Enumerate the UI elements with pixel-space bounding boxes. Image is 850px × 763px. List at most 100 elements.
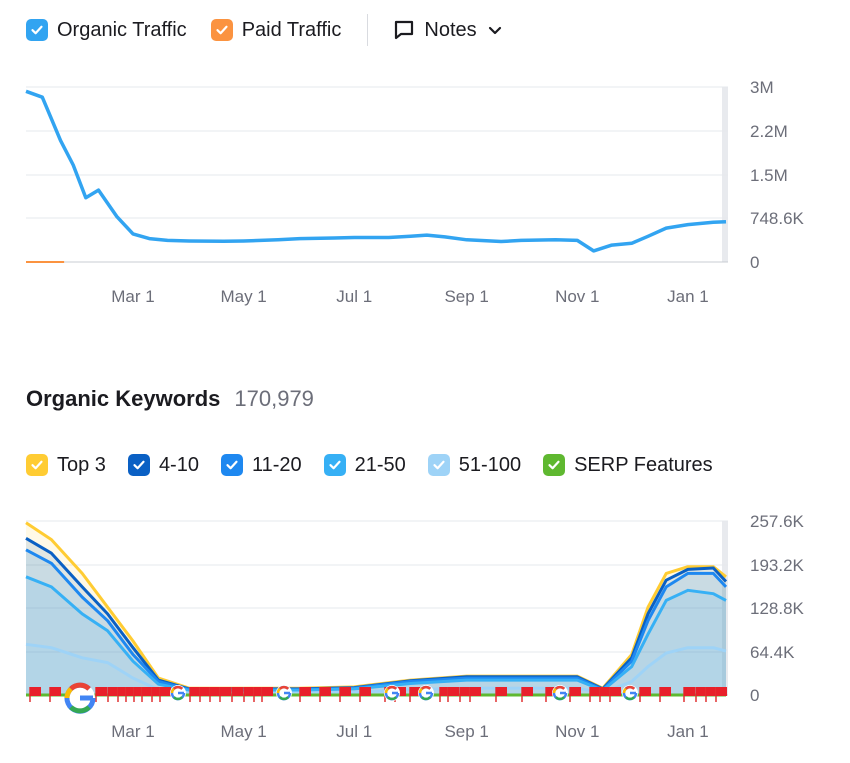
event-flag-icon[interactable]: [107, 687, 119, 702]
legend-item-51-100[interactable]: 51-100: [427, 453, 522, 477]
google-update-icon[interactable]: [384, 685, 400, 701]
event-flag-icon[interactable]: [469, 687, 481, 702]
event-flag-icon[interactable]: [447, 687, 459, 702]
y-tick-label: 128.8K: [750, 599, 805, 618]
legend-label: 51-100: [458, 453, 522, 476]
event-flag-icon[interactable]: [339, 687, 351, 702]
event-flag-icon[interactable]: [261, 687, 273, 702]
legend-label: 11-20: [251, 453, 302, 476]
x-tick-label: Mar 1: [111, 722, 154, 741]
checkbox-checked-icon[interactable]: [220, 454, 243, 476]
y-tick-label: 0: [750, 686, 759, 705]
event-flag-icon[interactable]: [715, 687, 727, 702]
checkbox-checked-icon[interactable]: [210, 19, 233, 41]
event-flag-icon[interactable]: [589, 687, 601, 702]
legend-label: Top 3: [57, 453, 106, 476]
event-flag-icon[interactable]: [459, 687, 471, 702]
event-flag-icon[interactable]: [599, 687, 611, 702]
area-21-50: [26, 576, 726, 695]
event-flag-icon[interactable]: [209, 687, 221, 702]
event-flag-icon[interactable]: [231, 687, 243, 702]
x-tick-label: Nov 1: [555, 722, 599, 741]
event-flag-icon[interactable]: [141, 687, 153, 702]
google-update-icon[interactable]: [622, 685, 638, 701]
event-flag-icon[interactable]: [243, 687, 255, 702]
event-flag-icon[interactable]: [495, 687, 507, 702]
event-flag-icon[interactable]: [199, 687, 211, 702]
event-flag-icon[interactable]: [569, 687, 581, 702]
x-tick-label: Sep 1: [444, 287, 488, 306]
checkbox-checked-icon[interactable]: [427, 454, 450, 476]
paid-traffic-label: Paid Traffic: [241, 18, 342, 41]
checkbox-checked-icon[interactable]: [543, 454, 566, 476]
legend-label: 4-10: [158, 453, 199, 476]
chevron-down-icon: [488, 26, 501, 35]
legend-item-top-3[interactable]: Top 3: [26, 454, 106, 477]
area-4-10: [26, 538, 726, 695]
event-flag-icon[interactable]: [189, 687, 201, 702]
organic-keywords-chart: 257.6K 193.2K 128.8K 64.4K 0 Mar 1 May 1 Jul 1 S…: [25, 512, 805, 741]
google-update-icon[interactable]: [418, 685, 434, 701]
y-tick-label: 0: [750, 253, 759, 272]
y-tick-label: 193.2K: [750, 556, 805, 575]
x-tick-label: Nov 1: [555, 287, 599, 306]
event-flag-icon[interactable]: [319, 687, 331, 702]
event-flag-icon[interactable]: [49, 687, 61, 702]
x-tick-label: May 1: [220, 287, 266, 306]
comment-icon: [395, 20, 414, 40]
keywords-legend: Top 3 4-10 11-20 21-50 51-100 SERP Features: [26, 450, 735, 480]
y-tick-label: 2.2M: [750, 122, 788, 141]
legend-item-4-10[interactable]: 4-10: [127, 453, 199, 477]
checkbox-checked-icon[interactable]: [127, 454, 150, 476]
area-top-3: [26, 522, 726, 695]
google-update-icon[interactable]: [64, 682, 96, 714]
organic-keywords-header: Organic Keywords 170,979: [26, 386, 314, 412]
x-tick-label: Sep 1: [444, 722, 488, 741]
event-flag-icon[interactable]: [521, 687, 533, 702]
event-flag-icon[interactable]: [609, 687, 621, 702]
legend-label: 21-50: [354, 453, 406, 476]
x-tick-label: Jan 1: [667, 287, 709, 306]
y-tick-label: 1.5M: [750, 166, 788, 185]
event-flag-icon[interactable]: [639, 687, 651, 702]
notes-label: Notes: [424, 18, 477, 41]
legend-item-11-20[interactable]: 11-20: [220, 453, 302, 477]
notes-dropdown[interactable]: Notes: [392, 18, 502, 42]
event-flag-icon[interactable]: [159, 687, 171, 702]
event-flag-icon[interactable]: [299, 687, 311, 702]
y-tick-label: 64.4K: [750, 643, 795, 662]
x-tick-label: Mar 1: [111, 287, 154, 306]
paid-traffic-toggle[interactable]: Paid Traffic: [210, 18, 342, 42]
organic-traffic-line: [25, 89, 727, 253]
x-tick-label: Jul 1: [336, 287, 372, 306]
y-tick-label: 3M: [750, 78, 774, 97]
event-flag-icon[interactable]: [359, 687, 371, 702]
legend-label: SERP Features: [574, 453, 713, 476]
event-flag-icon[interactable]: [95, 687, 107, 702]
organic-keywords-title: Organic Keywords: [26, 386, 221, 411]
event-flag-icon[interactable]: [29, 687, 41, 702]
checkbox-checked-icon[interactable]: [26, 19, 48, 41]
y-tick-label: 748.6K: [750, 209, 805, 228]
google-update-icon[interactable]: [276, 685, 292, 701]
line-21-50: [25, 575, 727, 692]
event-flag-icon[interactable]: [683, 687, 695, 702]
organic-traffic-toggle[interactable]: Organic Traffic: [26, 19, 187, 42]
event-flag-icon[interactable]: [695, 687, 707, 702]
event-flag-icon[interactable]: [705, 687, 717, 702]
organic-keywords-count: 170,979: [234, 386, 314, 411]
line-11-20: [25, 548, 728, 692]
legend-divider: [367, 14, 369, 46]
area-11-20: [26, 549, 726, 695]
event-flag-icon[interactable]: [659, 687, 671, 702]
legend-item-21-50[interactable]: 21-50: [323, 453, 406, 477]
legend-item-serp-features[interactable]: SERP Features: [543, 454, 713, 477]
google-update-icon[interactable]: [170, 685, 186, 701]
event-flag-icon[interactable]: [219, 687, 231, 702]
checkbox-checked-icon[interactable]: [323, 454, 346, 476]
google-update-icon[interactable]: [552, 685, 568, 701]
x-tick-label: May 1: [220, 722, 266, 741]
organic-traffic-label: Organic Traffic: [57, 18, 187, 41]
checkbox-checked-icon[interactable]: [26, 454, 48, 476]
y-tick-label: 257.6K: [750, 512, 805, 531]
